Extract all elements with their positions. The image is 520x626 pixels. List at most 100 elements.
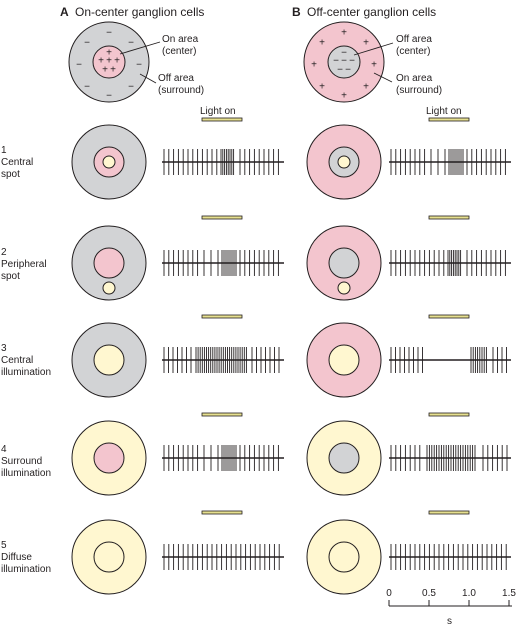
row-label-1: 1 Central spot: [1, 145, 36, 180]
surround-leader-line: [139, 73, 157, 84]
sign-glyph: +: [341, 28, 347, 39]
sign-glyph: −: [76, 60, 82, 71]
spike-train: [162, 250, 284, 276]
panel-b-title: Off-center ganglion cells: [307, 5, 436, 19]
center-area: [327, 45, 361, 79]
panel-a-title: On-center ganglion cells: [75, 5, 204, 19]
spike-train: [162, 544, 284, 570]
sign-glyph: +: [311, 60, 317, 71]
surround-leader-line: [373, 72, 393, 83]
light-on-bar: [201, 510, 243, 515]
stimulus-receptive-field: [306, 322, 382, 398]
stimulus-center: [93, 247, 125, 279]
sign-glyph: −: [349, 56, 355, 67]
schematic-on-center: ++ + ++ +−− −− −− −− On area (center) Off area…: [68, 21, 204, 103]
stimulus-receptive-field: [71, 225, 147, 301]
light-on-bar: [201, 117, 243, 122]
sign-glyph: −: [341, 56, 347, 67]
stimulus-receptive-field: [71, 322, 147, 398]
light-on-bar: [428, 510, 470, 515]
stimulus-center: [93, 442, 125, 474]
sign-glyph: −: [106, 28, 112, 39]
spike-train: [389, 149, 511, 175]
stimulus-receptive-field: [306, 124, 382, 200]
row-label-3: 3 Central illumination: [1, 343, 51, 378]
spike-train: [389, 347, 511, 373]
time-axis: s 0 0.5 1.0 1.5: [386, 588, 516, 626]
panel-b-letter: B: [292, 5, 301, 19]
light-on-label-a: Light on: [200, 106, 236, 117]
center-area: [92, 45, 126, 79]
time-axis-tick-label: 1.0: [462, 588, 476, 599]
stimulus-center: [328, 247, 360, 279]
sign-glyph: −: [84, 38, 90, 49]
sign-glyph: +: [363, 82, 369, 93]
panel-a-letter: A: [60, 5, 69, 19]
light-spot-central: [102, 155, 116, 169]
stimulus-center: [328, 541, 360, 573]
sign-glyph: −: [128, 38, 134, 49]
center-label: Off area (center): [396, 34, 435, 57]
light-on-bar: [428, 314, 470, 319]
center-leader-line: [119, 41, 161, 55]
spike-train: [162, 149, 284, 175]
sign-glyph: −: [341, 48, 347, 59]
light-spot-peripheral: [102, 281, 116, 295]
time-axis-tick-label: 0.5: [422, 588, 436, 599]
schematic-off-center: −− − −− −++ ++ ++ ++ Off area (center) On area…: [303, 21, 442, 103]
row-label-4: 4 Surround illumination: [1, 444, 51, 479]
receptive-field-signs: ++ + ++ +−− −− −− −−: [76, 28, 142, 102]
sign-glyph: +: [106, 48, 112, 59]
sign-glyph: +: [102, 65, 108, 76]
center-leader-line: [353, 42, 394, 56]
light-on-bar: [428, 412, 470, 417]
sign-glyph: +: [371, 60, 377, 71]
spike-train: [389, 445, 511, 471]
sign-glyph: −: [136, 60, 142, 71]
sign-glyph: −: [333, 56, 339, 67]
light-on-bar: [428, 117, 470, 122]
surround-label: Off area (surround): [158, 73, 204, 96]
sign-glyph: +: [319, 82, 325, 93]
light-on-bar: [201, 412, 243, 417]
spike-train: [162, 347, 284, 373]
row-labels: 1 Central spot 2 Peripheral spot 3 Centr…: [1, 145, 51, 575]
stimulus-center: [93, 541, 125, 573]
sign-glyph: +: [106, 56, 112, 67]
time-axis-unit: s: [447, 616, 452, 626]
sign-glyph: −: [128, 82, 134, 93]
light-spot-peripheral: [337, 281, 351, 295]
stimulus-center: [93, 344, 125, 376]
stimulus-center: [328, 344, 360, 376]
light-spot-central: [337, 155, 351, 169]
stimulus-rows: [71, 117, 511, 595]
center-label: On area (center): [162, 34, 201, 57]
stimulus-receptive-field: [71, 124, 147, 200]
sign-glyph: −: [106, 91, 112, 102]
sign-glyph: +: [110, 65, 116, 76]
spike-train: [389, 250, 511, 276]
light-on-bar: [201, 215, 243, 220]
light-on-bar: [428, 215, 470, 220]
sign-glyph: +: [341, 91, 347, 102]
sign-glyph: +: [114, 56, 120, 67]
light-on-bar: [201, 314, 243, 319]
stimulus-receptive-field: [306, 519, 382, 595]
sign-glyph: +: [363, 38, 369, 49]
stimulus-center: [328, 442, 360, 474]
sign-glyph: −: [345, 65, 351, 76]
sign-glyph: −: [337, 65, 343, 76]
sign-glyph: +: [98, 56, 104, 67]
time-axis-tick-label: 0: [386, 588, 392, 599]
receptive-field-signs: −− − −− −++ ++ ++ ++: [311, 28, 377, 102]
stimulus-receptive-field: [71, 519, 147, 595]
stimulus-receptive-field: [71, 420, 147, 496]
surround-label: On area (surround): [396, 73, 442, 96]
row-label-5: 5 Diffuse illumination: [1, 540, 51, 575]
sign-glyph: +: [319, 38, 325, 49]
light-on-label-b: Light on: [426, 106, 462, 117]
spike-train: [162, 445, 284, 471]
stimulus-receptive-field: [306, 420, 382, 496]
sign-glyph: −: [84, 82, 90, 93]
